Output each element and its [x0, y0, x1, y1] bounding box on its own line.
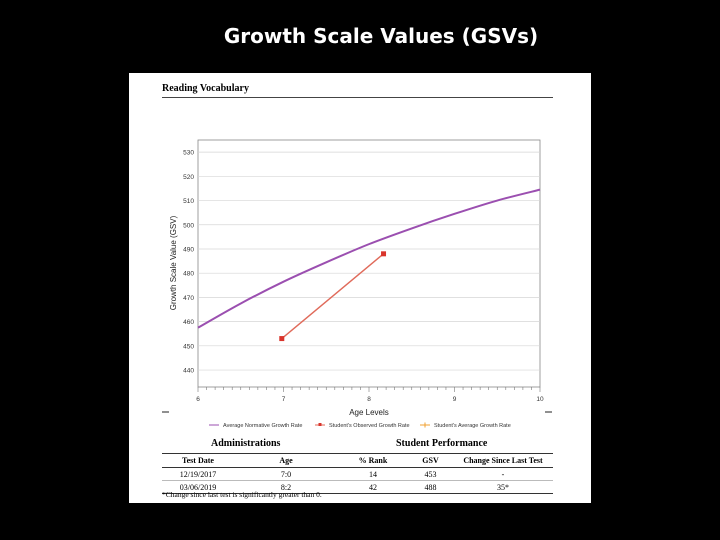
cell-rank: 14: [338, 467, 408, 481]
x-tick-label: 7: [282, 396, 286, 403]
group-header-student-performance: Student Performance: [396, 438, 488, 449]
cell-rank: 42: [338, 480, 408, 494]
scores-table-wrap: Administrations Student Performance Test…: [162, 437, 553, 494]
legend: Average Normative Growth Rate Student's O…: [209, 422, 511, 429]
growth-chart: 6 7 8 9 10 440 450 460 470 480 490 500 510 520 530 Ag…: [162, 139, 552, 429]
y-tick-label: 520: [183, 174, 194, 181]
y-tick-label: 490: [183, 246, 194, 253]
y-tick-label: 460: [183, 319, 194, 326]
cell-test-date: 03/06/2019: [162, 480, 234, 494]
legend-entry: Student's Observed Growth Rate: [329, 423, 410, 429]
col-rank: % Rank: [338, 453, 408, 468]
series-average-normative-growth: [197, 188, 541, 329]
cell-age: 8:2: [234, 480, 338, 494]
cell-gsv: 453: [408, 467, 453, 481]
slide-title: Growth Scale Values (GSVs): [223, 24, 539, 48]
section-title: Reading Vocabulary: [162, 83, 249, 94]
table-row: 03/06/2019 8:2 42 488 35*: [162, 480, 553, 494]
col-change: Change Since Last Test: [453, 453, 553, 468]
legend-entry: Student's Average Growth Rate: [434, 423, 511, 429]
y-axis-label: Growth Scale Value (GSV): [169, 215, 178, 310]
cell-test-date: 12/19/2017: [162, 467, 234, 481]
x-tick-label: 10: [536, 396, 544, 403]
plot-area: [197, 139, 541, 388]
cell-change: -: [453, 467, 553, 481]
grid-lines: [198, 151, 540, 371]
y-tick-label: 510: [183, 198, 194, 205]
y-tick-label: 470: [183, 295, 194, 302]
x-tick-label: 8: [367, 396, 371, 403]
report-panel: Reading Vocabulary 6 7 8 9 10 440 450 460 470 48…: [129, 73, 591, 503]
y-tick-label: 500: [183, 222, 194, 229]
data-point: [279, 336, 285, 342]
col-gsv: GSV: [408, 453, 453, 468]
table-row: 12/19/2017 7:0 14 453 -: [162, 467, 553, 481]
legend-entry: Average Normative Growth Rate: [223, 423, 302, 429]
cell-change: 35*: [453, 480, 553, 494]
x-tick-label: 6: [196, 396, 200, 403]
data-point: [381, 251, 387, 257]
col-test-date: Test Date: [162, 453, 234, 468]
x-tick-label: 9: [453, 396, 457, 403]
table-group-headers: Administrations Student Performance: [162, 437, 553, 453]
footnote: *Change since last test is significantly…: [162, 490, 322, 499]
y-tick-label: 530: [183, 150, 194, 157]
y-axis-ticks: 440 450 460 470 480 490 500 510 520 530: [183, 150, 194, 375]
legend-marker: [318, 423, 322, 426]
cell-gsv: 488: [408, 480, 453, 494]
x-axis-ticks: 6 7 8 9 10: [196, 387, 544, 403]
group-header-administrations: Administrations: [211, 438, 281, 449]
y-tick-label: 480: [183, 271, 194, 278]
y-tick-label: 440: [183, 368, 194, 375]
col-age: Age: [234, 453, 338, 468]
cell-age: 7:0: [234, 467, 338, 481]
x-axis-label: Age Levels: [349, 408, 389, 417]
y-tick-label: 450: [183, 343, 194, 350]
series-students-observed-growth: [281, 253, 384, 340]
section-divider: [162, 97, 553, 98]
series-layer: [197, 188, 541, 342]
table-header-row: Test Date Age % Rank GSV Change Since La…: [162, 453, 553, 468]
scores-table: Test Date Age % Rank GSV Change Since La…: [162, 453, 553, 494]
